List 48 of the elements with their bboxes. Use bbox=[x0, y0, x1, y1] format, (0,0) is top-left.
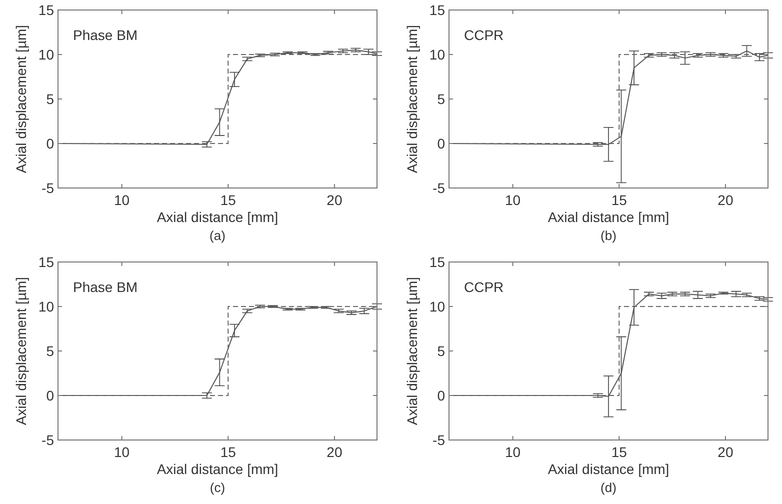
y-tick-label: 5 bbox=[46, 90, 54, 107]
x-tick-label: 20 bbox=[326, 444, 342, 460]
y-axis-title: Axial displacement [µm] bbox=[404, 24, 420, 174]
y-tick-label: -5 bbox=[42, 180, 54, 196]
x-tick-label: 10 bbox=[114, 192, 130, 208]
y-tick-label: 15 bbox=[429, 254, 446, 270]
annotation: CCPR bbox=[464, 27, 504, 43]
y-tick-label: 5 bbox=[437, 342, 446, 359]
x-axis-title: Axial distance [mm] bbox=[548, 209, 670, 225]
x-tick-label: 20 bbox=[718, 444, 734, 460]
annotation: Phase BM bbox=[73, 27, 138, 43]
y-tick-label: 10 bbox=[429, 298, 446, 314]
y-tick-label: 15 bbox=[429, 2, 446, 18]
x-axis-title: Axial distance [mm] bbox=[156, 209, 278, 225]
y-tick-label: -5 bbox=[432, 432, 446, 448]
text: (a) bbox=[210, 228, 226, 243]
y-tick-label: 0 bbox=[437, 135, 446, 152]
x-tick-label: 10 bbox=[114, 444, 130, 460]
annotation: CCPR bbox=[464, 279, 504, 295]
x-tick-label: 20 bbox=[326, 192, 342, 208]
y-tick-label: 0 bbox=[437, 387, 446, 404]
text: (d) bbox=[600, 480, 616, 495]
y-tick-label: -5 bbox=[432, 180, 446, 196]
text: (c) bbox=[210, 480, 226, 495]
y-tick-label: 15 bbox=[38, 2, 54, 18]
y-tick-label: 0 bbox=[46, 135, 54, 152]
y-axis-title: Axial displacement [µm] bbox=[13, 24, 29, 174]
x-axis-title: Axial distance [mm] bbox=[548, 461, 670, 477]
y-tick-label: 10 bbox=[38, 46, 54, 62]
x-tick-label: 15 bbox=[611, 444, 628, 460]
x-tick-label: 20 bbox=[718, 192, 734, 208]
y-tick-label: 10 bbox=[38, 298, 54, 314]
x-tick-label: 15 bbox=[220, 192, 236, 208]
y-tick-label: -5 bbox=[42, 432, 54, 448]
x-tick-label: 10 bbox=[505, 192, 521, 208]
y-axis-title: Axial displacement [µm] bbox=[404, 276, 420, 426]
y-tick-label: 10 bbox=[429, 46, 446, 62]
x-tick-label: 10 bbox=[505, 444, 521, 460]
y-tick-label: 5 bbox=[437, 90, 446, 107]
y-tick-label: 15 bbox=[38, 254, 54, 270]
text: (b) bbox=[600, 228, 616, 243]
y-tick-label: 5 bbox=[46, 342, 54, 359]
y-tick-label: 0 bbox=[46, 387, 54, 404]
y-axis-title: Axial displacement [µm] bbox=[13, 276, 29, 426]
x-tick-label: 15 bbox=[220, 444, 236, 460]
annotation: Phase BM bbox=[73, 279, 138, 295]
x-axis-title: Axial distance [mm] bbox=[156, 461, 278, 477]
x-tick-label: 15 bbox=[611, 192, 628, 208]
